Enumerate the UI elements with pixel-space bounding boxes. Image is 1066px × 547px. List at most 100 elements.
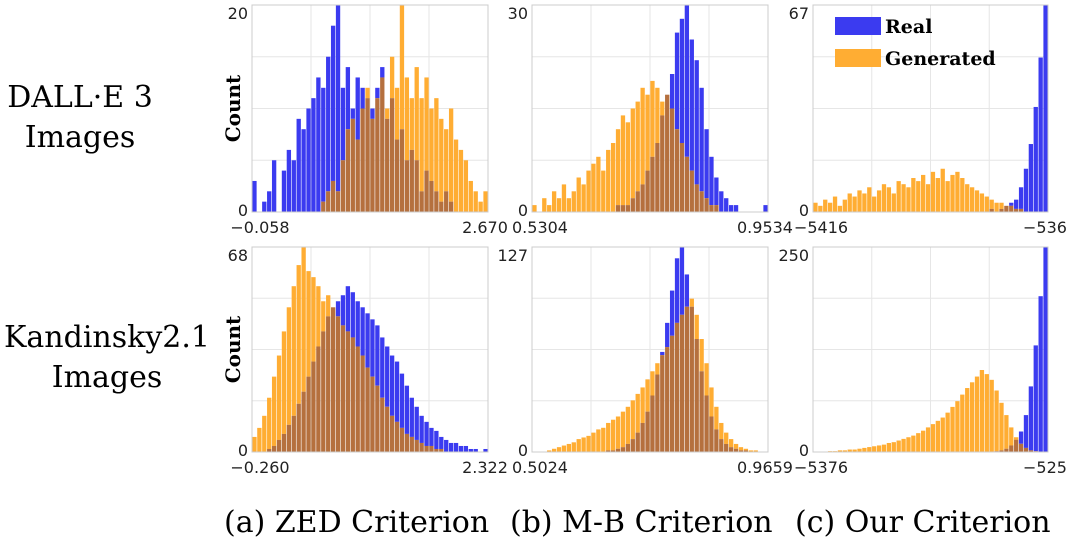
y-tick-label: 0: [518, 201, 528, 220]
bar-generated: [911, 435, 916, 452]
bar-overlap: [620, 447, 626, 452]
bar-real: [355, 301, 360, 347]
bar-generated: [326, 295, 331, 317]
bar-generated: [827, 202, 833, 212]
bar-overlap: [350, 337, 355, 452]
bar-overlap: [439, 201, 444, 212]
bar-generated: [989, 379, 994, 452]
bar-overlap: [409, 149, 414, 212]
bar-generated: [276, 355, 282, 440]
bar-real: [370, 108, 375, 119]
bar-real: [1028, 144, 1034, 212]
y-tick-label: 20: [228, 4, 248, 23]
bar-generated: [591, 163, 596, 212]
bar-generated: [429, 108, 434, 181]
bar-generated: [699, 339, 704, 372]
bar-generated: [862, 447, 867, 452]
bar-real: [385, 346, 390, 407]
bar-generated: [916, 181, 921, 212]
bar-generated: [252, 436, 257, 452]
bar-generated: [724, 432, 729, 444]
bar-overlap: [728, 447, 734, 452]
bar-overlap: [365, 98, 370, 212]
bar-real: [1023, 168, 1029, 212]
bar-overlap: [399, 427, 405, 452]
bar-overlap: [389, 98, 395, 212]
x-tick-label: 0.9659: [737, 458, 793, 477]
bar-generated: [896, 181, 901, 212]
bar-generated: [940, 168, 945, 212]
bar-real: [409, 397, 414, 437]
y-tick-label: 68: [228, 246, 248, 265]
bar-generated: [748, 450, 753, 452]
bar-generated: [1009, 427, 1014, 446]
bar-generated: [291, 286, 296, 416]
bar-generated: [979, 370, 985, 452]
row-label-kandinsky: Kandinsky2.1 Images: [0, 318, 214, 398]
bar-real: [399, 373, 405, 428]
bar-real: [1018, 431, 1024, 444]
column-label-mb: (b) M-B Criterion: [510, 505, 773, 540]
bar-overlap: [724, 443, 729, 452]
bar-generated: [930, 424, 936, 452]
bar-generated: [473, 191, 478, 212]
bar-overlap: [380, 397, 385, 452]
bar-real: [719, 191, 724, 212]
bar-generated: [714, 406, 719, 430]
bar-generated: [630, 108, 635, 199]
bar-generated: [813, 202, 818, 212]
bar-generated: [886, 187, 892, 212]
bar-real: [444, 439, 449, 452]
bar-generated: [610, 419, 616, 451]
bar-overlap: [335, 191, 341, 212]
bar-overlap: [271, 445, 277, 452]
column-label-zed: (a) ZED Criterion: [224, 505, 490, 540]
bar-generated: [965, 184, 970, 212]
bar-real: [473, 448, 478, 452]
bar-real: [763, 205, 768, 212]
bar-generated: [842, 450, 847, 452]
bar-real: [375, 87, 380, 99]
bar-generated: [818, 205, 823, 212]
bar-overlap: [375, 98, 380, 212]
bar-generated: [399, 5, 405, 130]
plot-frame: [251, 4, 489, 213]
bar-generated: [857, 190, 862, 212]
bar-overlap: [360, 355, 365, 452]
bar-overlap: [355, 139, 360, 212]
x-tick-label: −5416: [794, 218, 848, 237]
bar-generated: [645, 379, 650, 412]
bar-overlap: [989, 208, 994, 212]
bar-generated: [625, 122, 631, 206]
bar-generated: [561, 184, 567, 212]
bar-generated: [955, 171, 960, 212]
bar-overlap: [630, 439, 635, 452]
bar-generated: [872, 196, 877, 212]
bar-real: [419, 415, 424, 443]
bar-generated: [547, 450, 552, 452]
y-tick-label: 250: [778, 246, 809, 265]
bar-generated: [650, 80, 655, 157]
bar-generated: [969, 382, 975, 452]
bar-generated: [1014, 437, 1019, 440]
bar-generated: [867, 187, 872, 212]
bar-generated: [847, 449, 852, 452]
bar-generated: [419, 98, 424, 192]
bar-generated: [709, 387, 714, 417]
bar-generated: [901, 184, 906, 212]
bar-real: [1043, 247, 1048, 452]
x-tick-label: 0.5024: [512, 458, 568, 477]
bar-generated: [994, 202, 999, 212]
bar-generated: [906, 187, 911, 212]
histogram-panel-3: 67 0−5416 −536 Real Generated: [789, 4, 1066, 237]
bar-overlap: [615, 448, 621, 452]
bar-generated: [586, 170, 591, 212]
bar-real: [1038, 57, 1043, 213]
bar-real: [684, 274, 690, 307]
bar-generated: [610, 143, 616, 212]
bar-real: [311, 98, 316, 212]
bar-generated: [434, 98, 439, 192]
y-tick-label: 0: [799, 201, 809, 220]
bar-overlap: [1023, 447, 1029, 452]
bar-overlap: [674, 129, 680, 212]
